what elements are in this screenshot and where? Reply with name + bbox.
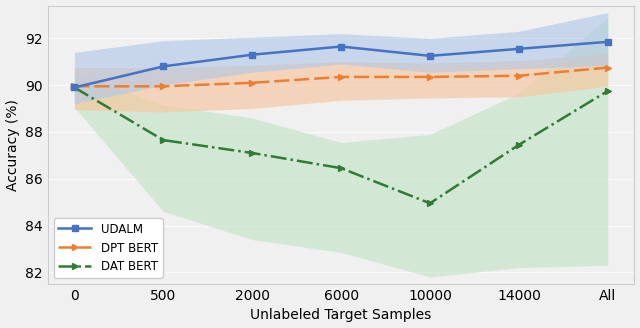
DAT BERT <box>248 151 256 155</box>
DAT BERT <box>426 201 434 205</box>
DAT BERT <box>159 138 167 142</box>
UDALM <box>337 45 345 49</box>
DAT BERT <box>70 86 78 90</box>
Legend: UDALM, DPT BERT, DAT BERT: UDALM, DPT BERT, DAT BERT <box>54 218 163 278</box>
DPT BERT <box>515 74 523 78</box>
DPT BERT <box>337 75 345 79</box>
UDALM <box>426 54 434 58</box>
DPT BERT <box>426 75 434 79</box>
Line: DPT BERT: DPT BERT <box>71 64 611 90</box>
UDALM <box>604 40 612 44</box>
UDALM <box>248 53 256 57</box>
DAT BERT <box>337 166 345 170</box>
X-axis label: Unlabeled Target Samples: Unlabeled Target Samples <box>250 308 432 322</box>
Line: DAT BERT: DAT BERT <box>71 84 611 207</box>
UDALM <box>70 86 78 90</box>
DPT BERT <box>248 81 256 85</box>
DAT BERT <box>604 89 612 93</box>
DPT BERT <box>604 66 612 70</box>
DPT BERT <box>70 84 78 88</box>
UDALM <box>515 47 523 51</box>
DPT BERT <box>159 84 167 88</box>
UDALM <box>159 64 167 68</box>
Line: UDALM: UDALM <box>71 38 611 91</box>
Y-axis label: Accuracy (%): Accuracy (%) <box>6 99 20 191</box>
DAT BERT <box>515 143 523 147</box>
